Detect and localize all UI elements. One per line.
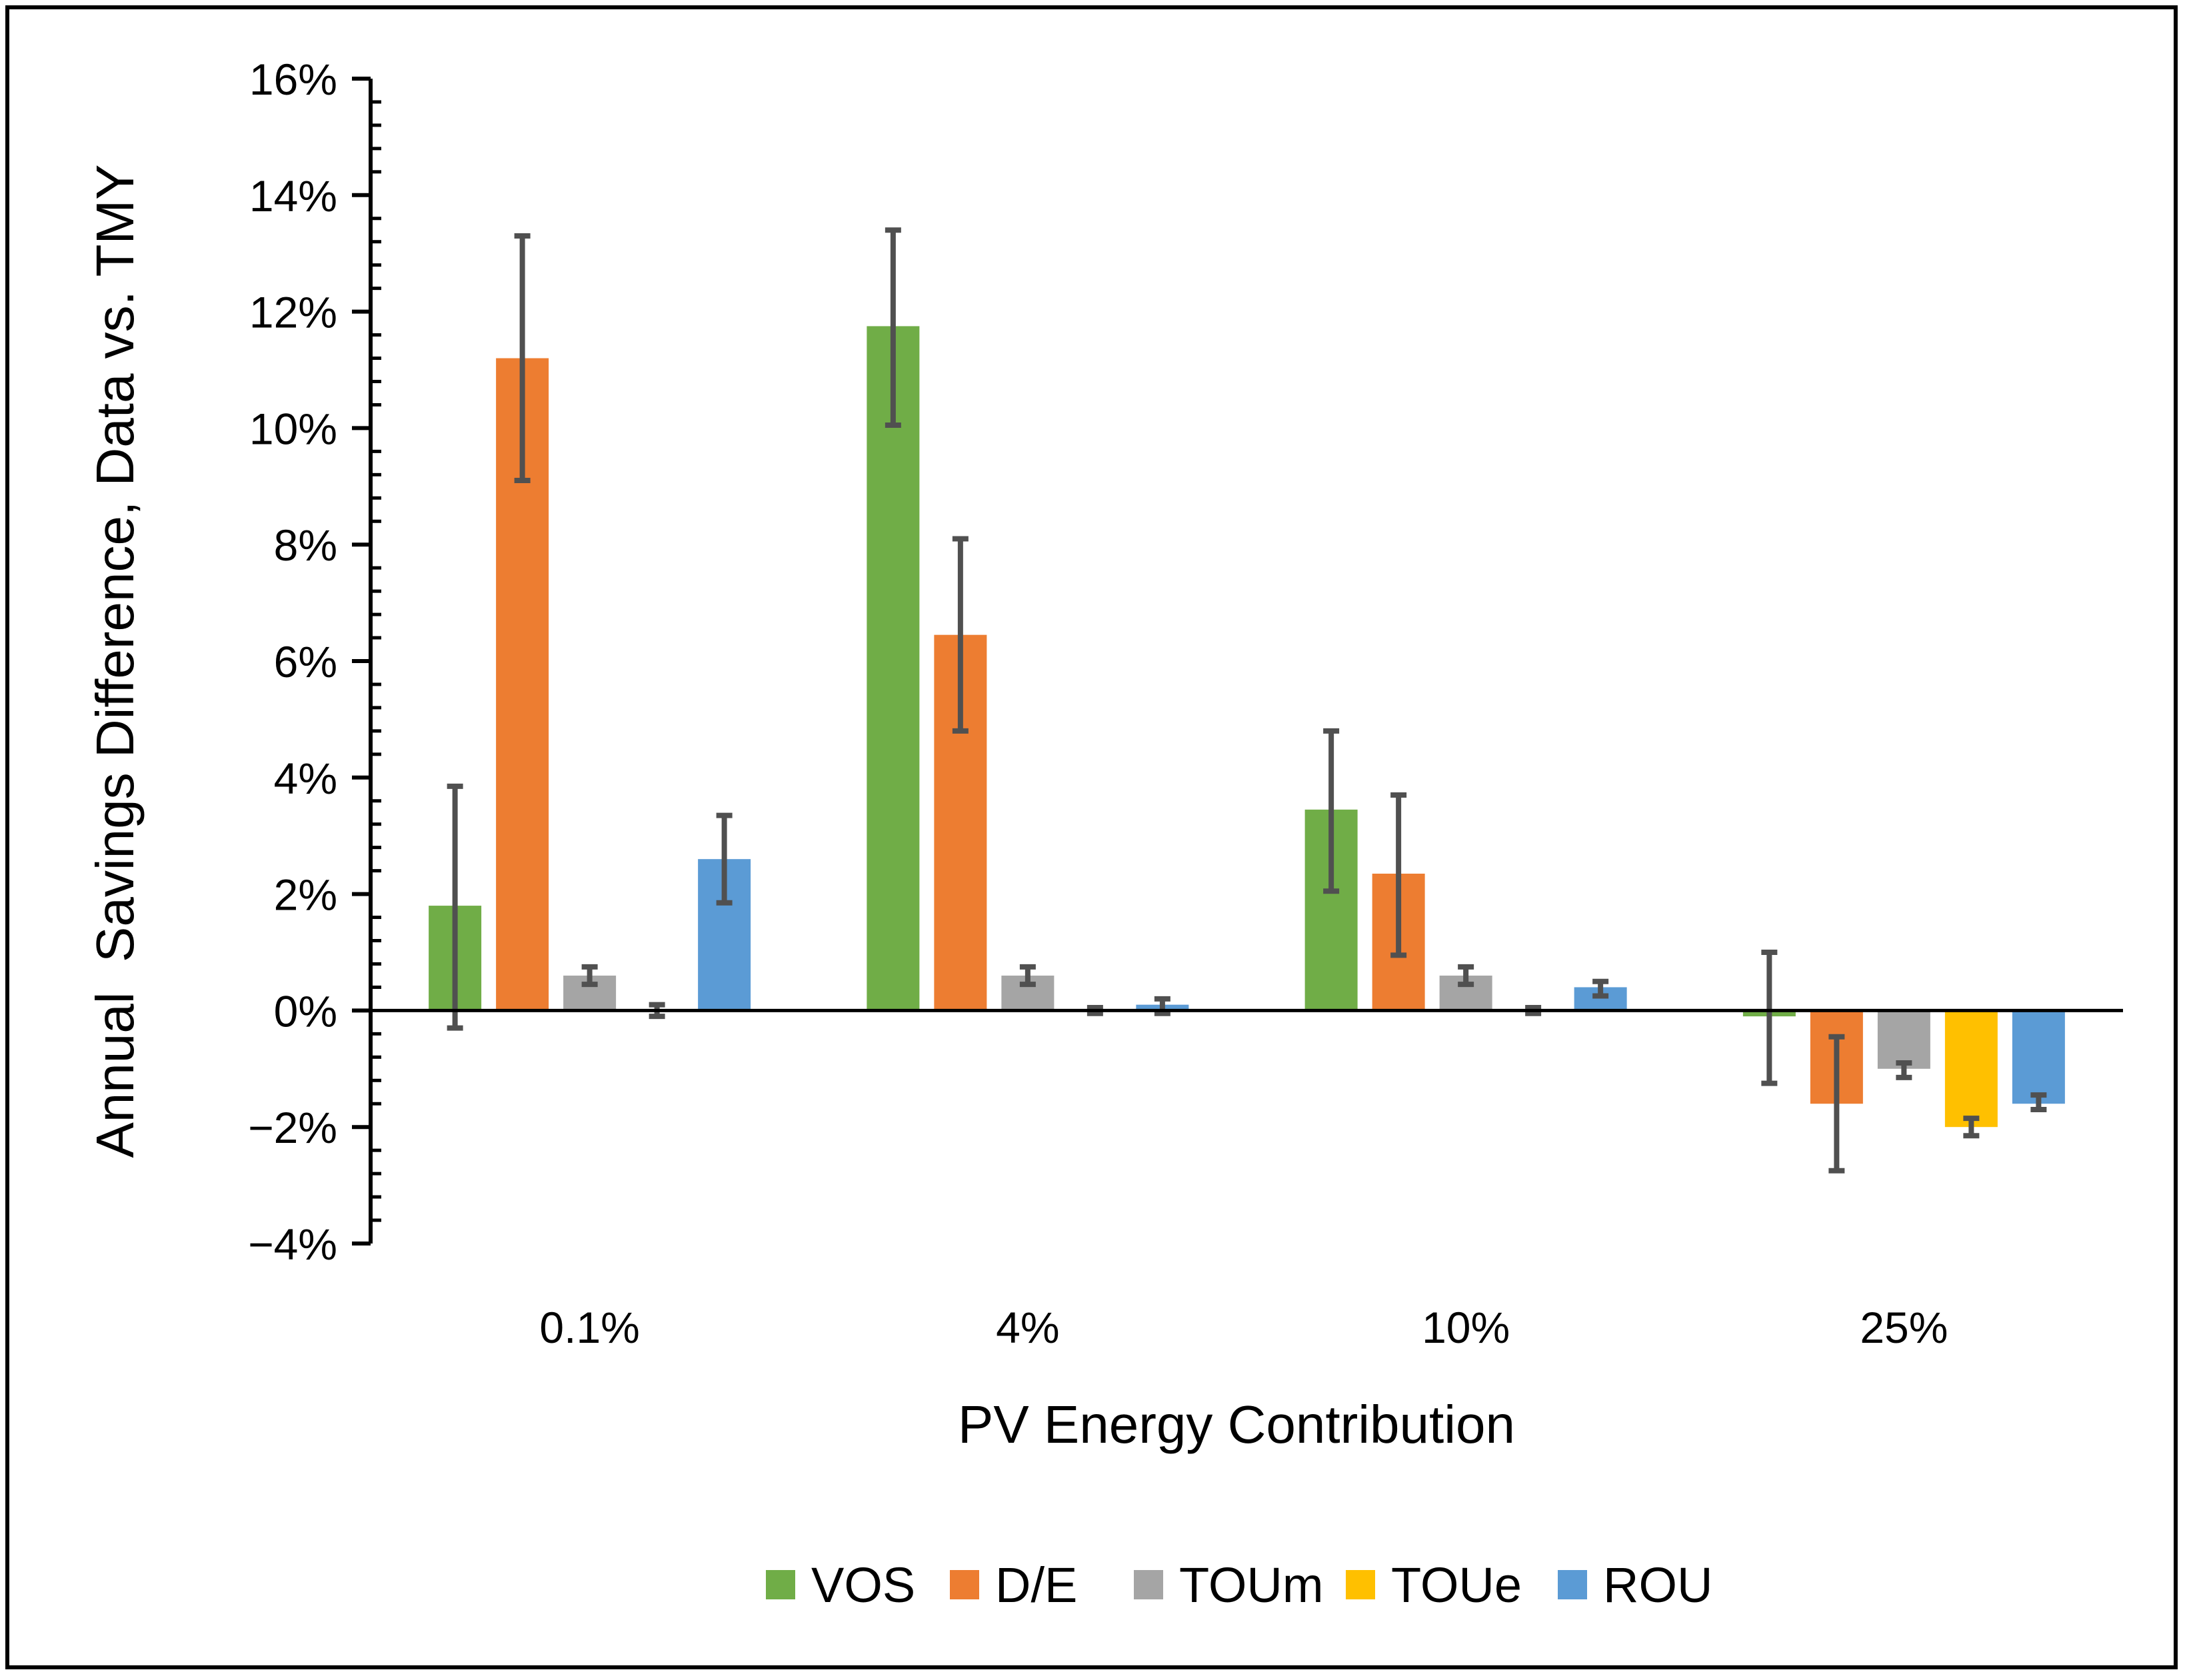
bar-toum-4 bbox=[1877, 1010, 1930, 1069]
y-tick-label: −4% bbox=[248, 1220, 337, 1269]
legend-swatch bbox=[950, 1570, 979, 1599]
bar-toue-4 bbox=[1944, 1010, 1998, 1128]
y-tick-label: 16% bbox=[249, 55, 337, 104]
legend: VOS D/E TOUm TOUe ROU bbox=[766, 1557, 1712, 1613]
legend-label: D/E bbox=[995, 1557, 1077, 1613]
legend-swatch bbox=[1134, 1570, 1163, 1599]
error-bar-toum-3 bbox=[1458, 964, 1474, 988]
x-tick-label: 0.1% bbox=[539, 1303, 639, 1352]
y-tick-label: 2% bbox=[274, 870, 337, 920]
legend-label: ROU bbox=[1603, 1557, 1712, 1613]
legend-item-vos: VOS bbox=[766, 1557, 915, 1613]
axes: 0.1% 4% 10% 25% −4% −2% 0% 2% 4% 6% 8% 10% 12% 14% 16% bbox=[248, 55, 2123, 1352]
x-tick-label: 4% bbox=[996, 1303, 1059, 1352]
plot-area bbox=[429, 227, 2065, 1174]
legend-item-d-e: D/E bbox=[950, 1557, 1077, 1613]
y-axis-title: Annual Savings Difference, Data vs. TMY bbox=[85, 164, 145, 1158]
error-bar-toum-1 bbox=[581, 964, 598, 988]
legend-swatch bbox=[1558, 1570, 1587, 1599]
legend-item-toum: TOUm bbox=[1134, 1557, 1324, 1613]
error-bar-d-e-3 bbox=[1390, 792, 1407, 958]
legend-label: TOUm bbox=[1179, 1557, 1324, 1613]
bar-rou-4 bbox=[2012, 1010, 2065, 1104]
y-tick-label: −2% bbox=[248, 1103, 337, 1152]
error-bar-d-e-1 bbox=[514, 233, 531, 484]
error-bar-toue-4 bbox=[1963, 1116, 1980, 1139]
bar-vos-2 bbox=[867, 326, 920, 1011]
error-bar-vos-1 bbox=[447, 783, 463, 1031]
y-tick-label: 8% bbox=[274, 520, 337, 570]
legend-label: VOS bbox=[811, 1557, 915, 1613]
y-tick-label: 4% bbox=[274, 754, 337, 803]
x-tick-label: 10% bbox=[1422, 1303, 1510, 1352]
y-tick-label: 14% bbox=[249, 171, 337, 221]
y-tick-label: 12% bbox=[249, 288, 337, 337]
x-tick-label: 25% bbox=[1860, 1303, 1948, 1352]
x-axis-title: PV Energy Contribution bbox=[958, 1395, 1515, 1454]
y-tick-label: 0% bbox=[274, 986, 337, 1036]
error-bar-d-e-2 bbox=[952, 536, 969, 734]
error-bar-vos-2 bbox=[885, 227, 901, 428]
error-bar-vos-4 bbox=[1761, 950, 1778, 1086]
error-bar-toum-4 bbox=[1896, 1060, 1912, 1080]
y-tick-label: 10% bbox=[249, 404, 337, 453]
error-bar-rou-1 bbox=[716, 812, 733, 906]
legend-swatch bbox=[1346, 1570, 1375, 1599]
legend-item-rou: ROU bbox=[1558, 1557, 1712, 1613]
error-bar-rou-4 bbox=[2030, 1092, 2047, 1112]
legend-label: TOUe bbox=[1391, 1557, 1522, 1613]
chart-frame bbox=[5, 5, 2178, 1669]
error-bar-toum-2 bbox=[1019, 964, 1036, 988]
y-tick-label: 6% bbox=[274, 637, 337, 686]
legend-swatch bbox=[766, 1570, 795, 1599]
error-bar-rou-3 bbox=[1592, 978, 1609, 999]
legend-item-toue: TOUe bbox=[1346, 1557, 1522, 1613]
error-bar-d-e-4 bbox=[1828, 1034, 1845, 1174]
error-bar-vos-3 bbox=[1323, 728, 1340, 894]
